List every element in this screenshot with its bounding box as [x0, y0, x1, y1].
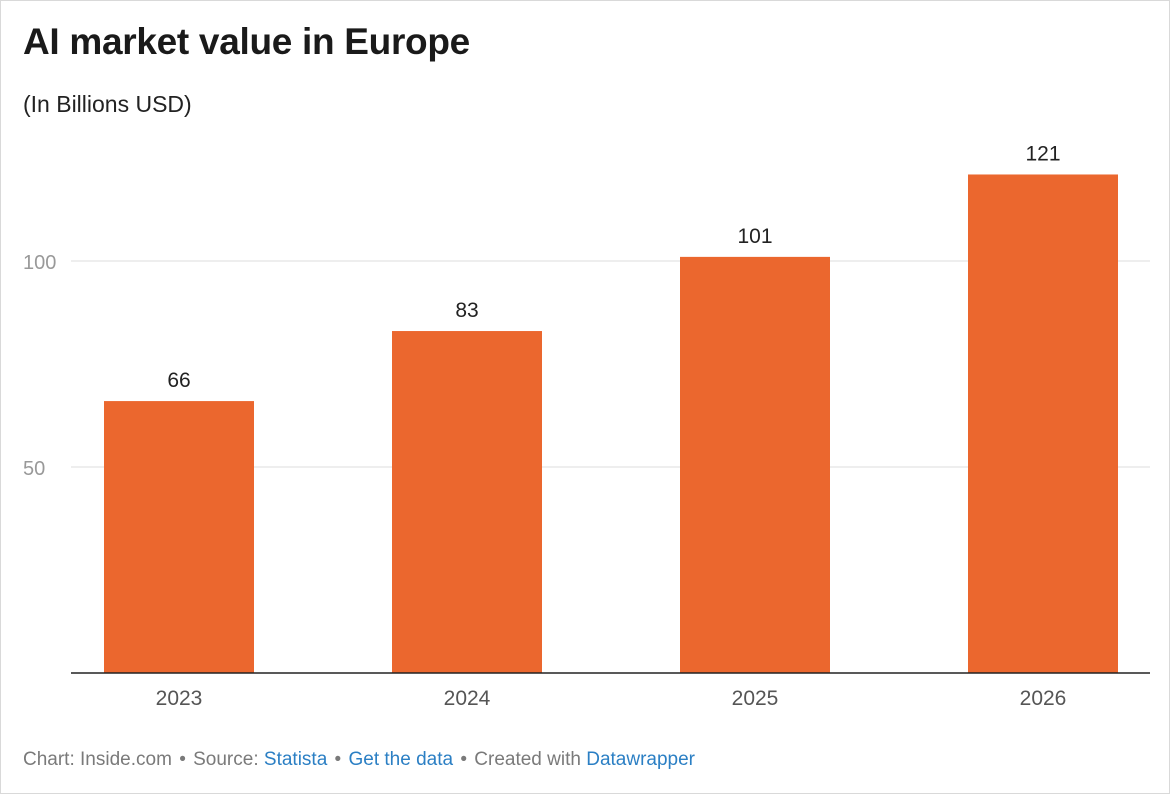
footer-source-link[interactable]: Statista: [263, 749, 328, 770]
footer-get-data-link[interactable]: Get the data: [348, 749, 454, 770]
footer-separator: •: [334, 749, 342, 770]
bar[interactable]: [680, 256, 830, 673]
footer-created-label: Created with: [474, 749, 581, 770]
bar[interactable]: [968, 174, 1118, 674]
data-label: 83: [455, 299, 478, 322]
x-tick-label: 2026: [1020, 687, 1067, 710]
chart-subtitle: (In Billions USD): [23, 91, 192, 117]
data-label: 121: [1025, 142, 1060, 165]
bar[interactable]: [392, 331, 542, 673]
footer-separator: •: [460, 749, 467, 770]
y-tick-label: 100: [23, 252, 56, 274]
footer-datawrapper-link[interactable]: Datawrapper: [586, 749, 696, 770]
data-label: 101: [737, 225, 772, 248]
chart-title: AI market value in Europe: [23, 21, 470, 62]
footer-chart-credit: Chart: Inside.com: [23, 749, 172, 770]
chart-footer: Chart: Inside.com • Source: Statista • G…: [23, 749, 695, 771]
x-tick-label: 2023: [156, 687, 203, 710]
x-tick-label: 2024: [444, 687, 491, 710]
bar[interactable]: [104, 401, 254, 673]
data-label: 66: [167, 369, 190, 392]
footer-source-label: Source:: [193, 749, 259, 770]
x-tick-label: 2025: [732, 687, 779, 710]
footer-separator: •: [179, 749, 186, 770]
y-tick-label: 50: [23, 458, 45, 480]
